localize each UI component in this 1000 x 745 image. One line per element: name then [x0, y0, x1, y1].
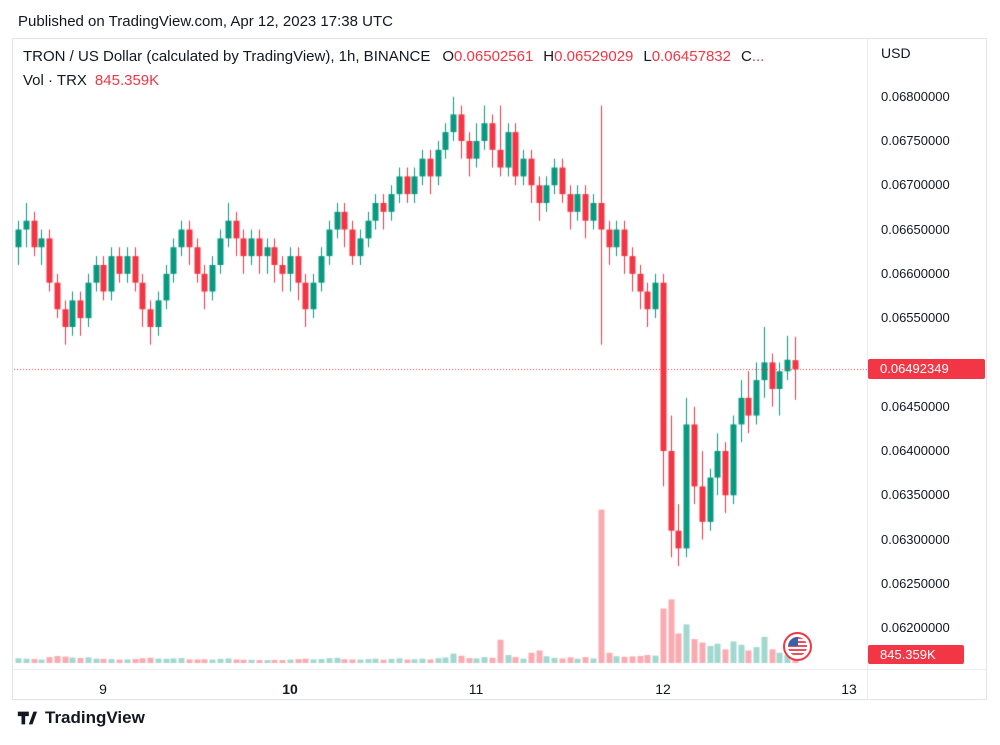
volume-label: Vol · TRX [23, 72, 87, 89]
price-axis[interactable]: USD 0.06800000 0.06750000 0.06700000 0.0665… [867, 39, 987, 699]
time-tick-label: 13 [841, 681, 857, 697]
time-tick-label: 11 [468, 681, 484, 697]
ohlc-close: C... [740, 48, 765, 65]
price-tick-label: 0.06350000 [881, 487, 950, 502]
ohlc-low: L0.06457832 [643, 48, 731, 65]
price-tick-label: 0.06450000 [881, 399, 950, 414]
symbol-title: TRON / US Dollar (calculated by TradingV… [23, 48, 431, 65]
us-flag-event-icon[interactable] [783, 632, 812, 661]
price-tick-label: 0.06300000 [881, 532, 950, 547]
price-tick-label: 0.06800000 [881, 89, 950, 104]
price-tick-label: 0.06750000 [881, 133, 950, 148]
axis-separator-horizontal [13, 669, 986, 670]
ohlc-readout: O0.06502561 H0.06529029 L0.06457832 C... [442, 48, 764, 65]
price-tick-label: 0.06600000 [881, 266, 950, 281]
chart-widget: TRON / US Dollar (calculated by TradingV… [12, 38, 987, 700]
time-tick-label: 12 [655, 681, 671, 697]
us-flag-stripes [788, 637, 807, 656]
time-axis[interactable]: 9 10 11 12 13 [13, 669, 867, 700]
candlestick-chart-canvas[interactable] [14, 40, 868, 670]
us-flag-canton [788, 637, 798, 646]
price-tick-label: 0.06700000 [881, 177, 950, 192]
time-tick-label: 9 [99, 681, 107, 697]
tradingview-logo[interactable]: TradingView [16, 707, 145, 729]
time-tick-label: 10 [282, 681, 298, 697]
price-tick-label: 0.06400000 [881, 443, 950, 458]
price-tick-label: 0.06200000 [881, 620, 950, 635]
ohlc-open: O0.06502561 [442, 48, 534, 65]
price-tick-label: 0.06550000 [881, 310, 950, 325]
current-price-badge: 0.06492349 [868, 359, 985, 379]
price-tick-label: 0.06650000 [881, 222, 950, 237]
tradingview-logo-icon [17, 711, 38, 725]
published-caption: Published on TradingView.com, Apr 12, 20… [18, 13, 393, 30]
volume-value: 845.359K [94, 72, 160, 89]
ohlc-high: H0.06529029 [543, 48, 634, 65]
tradingview-logo-text: TradingView [45, 708, 145, 727]
chart-legend: TRON / US Dollar (calculated by TradingV… [23, 48, 764, 89]
current-volume-badge: 845.359K [868, 645, 964, 664]
axis-separator-vertical [867, 39, 868, 699]
price-tick-label: 0.06250000 [881, 576, 950, 591]
currency-label: USD [881, 45, 911, 61]
